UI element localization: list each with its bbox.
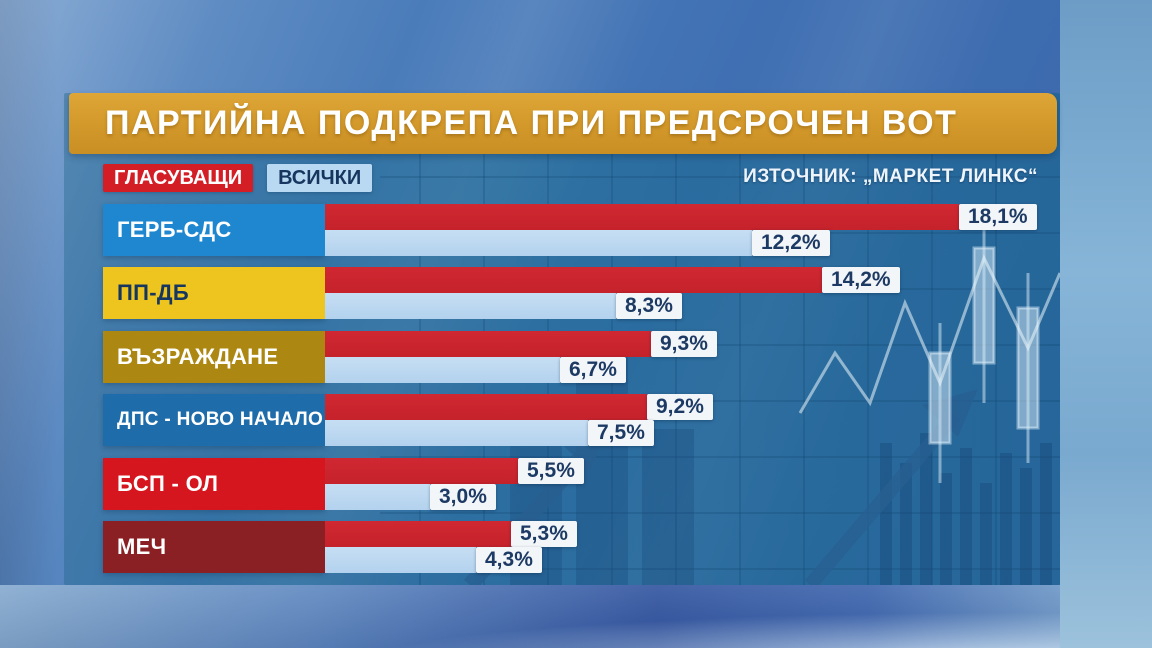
legend-voters-badge: ГЛАСУВАЩИ bbox=[103, 164, 254, 192]
background-bottom-band bbox=[0, 585, 1060, 648]
financial-chart-watermark bbox=[380, 153, 1060, 585]
background-right-strip bbox=[1060, 0, 1152, 648]
legend: ГЛАСУВАЩИ ВСИЧКИ bbox=[103, 164, 373, 192]
source-label: ИЗТОЧНИК: „МАРКЕТ ЛИНКС“ bbox=[743, 166, 1038, 187]
title-bar: ПАРТИЙНА ПОДКРЕПА ПРИ ПРЕДСРОЧЕН ВОТ bbox=[69, 93, 1057, 154]
page-title: ПАРТИЙНА ПОДКРЕПА ПРИ ПРЕДСРОЧЕН ВОТ bbox=[105, 104, 958, 142]
legend-all-badge: ВСИЧКИ bbox=[267, 164, 373, 192]
